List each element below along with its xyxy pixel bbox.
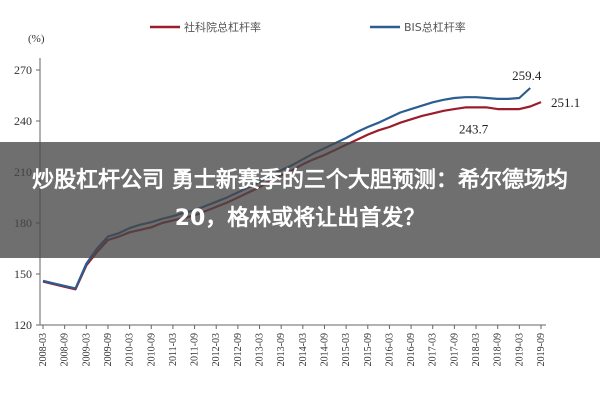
y-tick-label: 270 xyxy=(14,63,32,77)
x-tick-label: 2016-03 xyxy=(384,333,395,366)
headline-text: 炒股杠杆公司 勇士新赛季的三个大胆预测：希尔德场均20，格林或将让出首发？ xyxy=(32,168,568,231)
x-tick-label: 2019-03 xyxy=(514,333,525,366)
x-tick-label: 2017-09 xyxy=(449,333,460,366)
value-annotation: 259.4 xyxy=(512,68,542,83)
x-tick-label: 2012-09 xyxy=(233,333,244,366)
x-tick-label: 2018-03 xyxy=(471,333,482,366)
legend-label-2: BIS总杠杆率 xyxy=(404,20,466,34)
x-tick-label: 2019-09 xyxy=(536,333,547,366)
x-tick-label: 2012-03 xyxy=(211,333,222,366)
x-tick-label: 2018-09 xyxy=(493,333,504,366)
value-annotation: 243.7 xyxy=(459,122,489,137)
x-tick-label: 2011-03 xyxy=(168,333,179,366)
y-tick-label: 120 xyxy=(14,318,32,332)
x-tick-label: 2013-03 xyxy=(255,333,266,366)
legend-label-1: 社科院总杠杆率 xyxy=(184,20,261,34)
x-tick-label: 2008-03 xyxy=(38,333,49,366)
x-tick-label: 2008-09 xyxy=(60,333,71,366)
x-tick-label: 2009-03 xyxy=(81,333,92,366)
x-tick-label: 2013-09 xyxy=(276,333,287,366)
x-tick-label: 2011-09 xyxy=(190,333,201,366)
x-tick-label: 2009-09 xyxy=(103,333,114,366)
x-tick-label: 2010-09 xyxy=(146,333,157,366)
headline-overlay: 炒股杠杆公司 勇士新赛季的三个大胆预测：希尔德场均20，格林或将让出首发？ xyxy=(0,142,600,258)
chart-legend: 社科院总杠杆率 BIS总杠杆率 xyxy=(150,20,466,34)
x-tick-label: 2014-03 xyxy=(298,333,309,366)
x-tick-label: 2016-09 xyxy=(406,333,417,366)
x-tick-label: 2015-09 xyxy=(363,333,374,366)
x-tick-label: 2015-03 xyxy=(341,333,352,366)
x-tick-label: 2017-03 xyxy=(428,333,439,366)
value-annotation: 251.1 xyxy=(551,95,580,110)
y-unit-label: (%) xyxy=(28,33,45,45)
x-tick-label: 2014-09 xyxy=(319,333,330,366)
y-tick-label: 240 xyxy=(14,114,32,128)
x-tick-label: 2010-03 xyxy=(125,333,136,366)
chart-annotations: 259.4 251.1 243.7 xyxy=(459,68,580,137)
y-tick-label: 150 xyxy=(14,267,32,281)
